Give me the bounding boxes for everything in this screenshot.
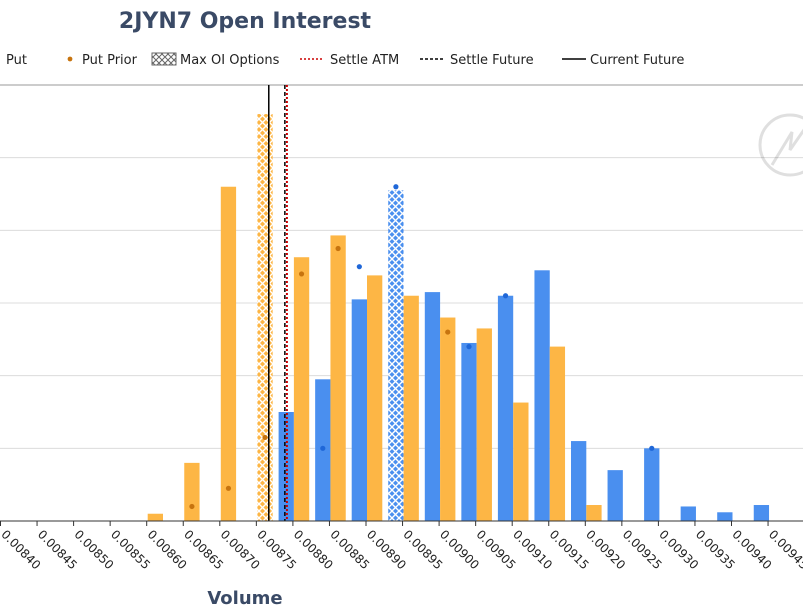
put-bar [403, 295, 419, 521]
x-tick-label: 0.00920 [583, 527, 628, 572]
x-tick-label: 0.00935 [693, 527, 738, 572]
call-bar [534, 270, 550, 521]
put-bar [440, 317, 456, 521]
legend-item: Put [6, 53, 27, 68]
call-prior-dot [466, 344, 472, 350]
call-bar [680, 506, 696, 521]
x-tick-label: 0.00910 [510, 527, 555, 572]
legend-put-prior-swatch [67, 56, 73, 62]
call-prior-dot [320, 445, 326, 451]
x-tick-label: 0.00940 [729, 527, 774, 572]
call-prior-dot [649, 445, 655, 451]
legend-label: Settle ATM [330, 53, 399, 68]
put-bar [184, 462, 200, 521]
x-tick-label: 0.00900 [437, 527, 482, 572]
call-prior-dot [393, 184, 399, 190]
put-bar [330, 235, 346, 522]
x-tick-label: 0.00875 [254, 527, 299, 572]
put-bar [293, 257, 310, 521]
x-tick-label: 0.00860 [145, 527, 190, 572]
put-prior-dot [298, 271, 305, 277]
legend-label: Current Future [590, 53, 684, 68]
call-prior-dot [356, 264, 362, 270]
legend-max-oi-swatch [151, 52, 177, 66]
x-tick-label: 0.00915 [547, 527, 592, 572]
x-tick-label: 0.00905 [474, 527, 519, 572]
legend-item: Settle Future [420, 53, 534, 68]
call-bar [388, 190, 404, 521]
legend-label: Max OI Options [180, 53, 280, 68]
prior-dots-layer [189, 184, 655, 510]
x-tick-label: 0.00930 [656, 527, 701, 572]
x-tick-label: 0.00890 [364, 527, 409, 572]
put-bar [257, 114, 273, 522]
call-bar [753, 505, 770, 521]
x-tick-label: 0.00870 [218, 527, 263, 572]
legend-label: Put [6, 53, 27, 68]
chart-title: 2JYN7 Open Interest [119, 9, 372, 34]
call-prior-dot [502, 293, 509, 299]
put-prior-dot [335, 245, 341, 252]
x-tick-label: 0.00885 [327, 527, 372, 572]
put-prior-dot [445, 329, 451, 335]
put-bar [147, 513, 163, 521]
x-axis-title: Volume [207, 588, 282, 609]
watermark-logo [758, 113, 803, 177]
put-bar [220, 186, 237, 521]
x-tick-label: 0.00945 [766, 527, 803, 572]
put-bar [549, 346, 566, 521]
chart-legend: Put Put Prior Max OI Options Settle ATM Sett… [6, 52, 684, 68]
call-bar [497, 295, 514, 521]
legend-item: Settle ATM [300, 53, 399, 68]
plot-area: 0.008400.008450.008500.008550.008600.008… [0, 84, 803, 572]
call-bar [607, 470, 623, 521]
put-bar [513, 402, 529, 521]
legend-item: Max OI Options [151, 52, 280, 68]
x-tick-label: 0.00845 [35, 527, 80, 572]
call-bar [717, 512, 733, 521]
x-tick-label: 0.00850 [71, 527, 116, 572]
legend-label: Settle Future [450, 53, 534, 68]
legend-label: Put Prior [82, 53, 138, 68]
x-tick-label: 0.00880 [291, 527, 336, 572]
call-bar [571, 441, 587, 521]
put-prior-dot [225, 485, 232, 491]
call-bar [351, 299, 367, 521]
put-bar [367, 275, 383, 521]
x-tick-label: 0.00855 [108, 527, 153, 572]
call-bar [644, 448, 660, 521]
x-axis: 0.008400.008450.008500.008550.008600.008… [0, 520, 803, 572]
put-prior-dot [189, 503, 195, 510]
legend-item: Current Future [562, 53, 684, 68]
call-bar [461, 342, 477, 521]
x-tick-label: 0.00895 [400, 527, 445, 572]
bars-layer [147, 114, 770, 522]
put-bar [476, 328, 492, 521]
legend-item: Put Prior [67, 53, 138, 68]
call-bar [424, 292, 441, 521]
put-prior-dot [262, 434, 268, 441]
x-tick-label: 0.00925 [620, 527, 665, 572]
reference-lines [268, 85, 288, 521]
put-bar [586, 505, 602, 521]
x-tick-label: 0.00865 [181, 527, 226, 572]
